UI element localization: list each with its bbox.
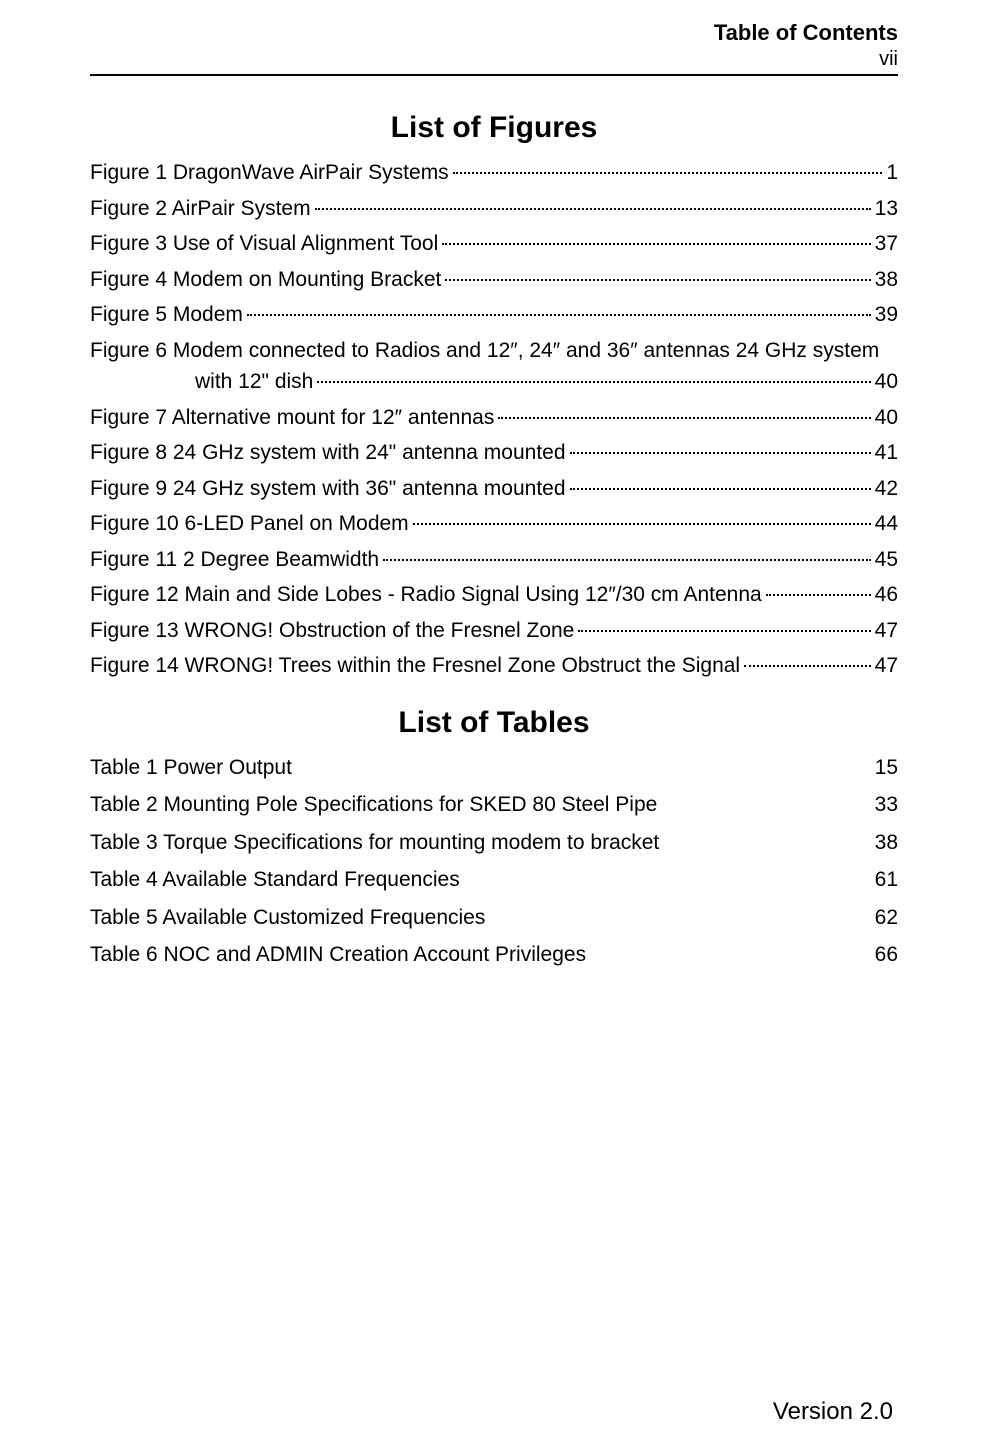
figure-page: 47: [875, 650, 898, 682]
figure-page: 40: [875, 402, 898, 434]
figure-page: 46: [875, 579, 898, 611]
table-label: Table 2 Mounting Pole Specifications for…: [90, 789, 657, 821]
figure-label: Figure 5 Modem: [90, 299, 243, 331]
figure-label: Figure 2 AirPair System: [90, 193, 311, 225]
figure-page: 42: [875, 473, 898, 505]
figure-page: 39: [875, 299, 898, 331]
figure-label: Figure 10 6-LED Panel on Modem: [90, 508, 409, 540]
table-label: Table 1 Power Output: [90, 752, 292, 784]
leader-dots: [317, 381, 870, 383]
table-label: Table 5 Available Customized Frequencies: [90, 902, 485, 934]
table-entry: Table 5 Available Customized Frequencies…: [90, 902, 898, 934]
figure-entry: Figure 4 Modem on Mounting Bracket 38: [90, 264, 898, 296]
figure-entry: Figure 5 Modem 39: [90, 299, 898, 331]
figure-page: 47: [875, 615, 898, 647]
figure-entry: Figure 12 Main and Side Lobes - Radio Si…: [90, 579, 898, 611]
figure-label: Figure 8 24 GHz system with 24" antenna …: [90, 437, 566, 469]
version-label: Version 2.0: [773, 1398, 893, 1426]
figure-page: 41: [875, 437, 898, 469]
figure-entry: Figure 8 24 GHz system with 24" antenna …: [90, 437, 898, 469]
leader-dots: [766, 594, 871, 596]
header-page-number: vii: [90, 48, 898, 71]
figure-entry: Figure 3 Use of Visual Alignment Tool 37: [90, 228, 898, 260]
figure-label: Figure 7 Alternative mount for 12″ anten…: [90, 402, 494, 434]
leader-dots: [413, 523, 871, 525]
figure-page: 38: [875, 264, 898, 296]
table-page: 38: [875, 827, 898, 859]
figure-entry: Figure 14 WRONG! Trees within the Fresne…: [90, 650, 898, 682]
table-page: 62: [875, 902, 898, 934]
figure-entry: Figure 6 Modem connected to Radios and 1…: [90, 335, 898, 398]
figure-entry: Figure 11 2 Degree Beamwidth 45: [90, 544, 898, 576]
leader-dots: [453, 172, 883, 174]
leader-dots: [383, 559, 871, 561]
figure-page: 45: [875, 544, 898, 576]
figure-page: 13: [875, 193, 898, 225]
figures-title: List of Figures: [90, 111, 898, 145]
figure-label: Figure 11 2 Degree Beamwidth: [90, 544, 379, 576]
leader-dots: [247, 314, 871, 316]
figure-entry: Figure 1 DragonWave AirPair Systems 1: [90, 157, 898, 189]
table-page: 15: [875, 752, 898, 784]
figure-label: Figure 6 Modem connected to Radios and 1…: [90, 335, 898, 367]
table-label: Table 6 NOC and ADMIN Creation Account P…: [90, 939, 586, 971]
figure-label: Figure 14 WRONG! Trees within the Fresne…: [90, 650, 740, 682]
figure-label: Figure 3 Use of Visual Alignment Tool: [90, 228, 438, 260]
table-label: Table 4 Available Standard Frequencies: [90, 864, 460, 896]
figure-entry: Figure 10 6-LED Panel on Modem 44: [90, 508, 898, 540]
leader-dots: [570, 452, 871, 454]
page-header: Table of Contents vii: [90, 20, 898, 76]
header-title: Table of Contents: [90, 20, 898, 46]
table-page: 66: [875, 939, 898, 971]
table-entry: Table 1 Power Output 15: [90, 752, 898, 784]
leader-dots: [442, 243, 870, 245]
figure-label: Figure 4 Modem on Mounting Bracket: [90, 264, 441, 296]
leader-dots: [570, 488, 871, 490]
figure-entry: Figure 2 AirPair System 13: [90, 193, 898, 225]
figure-page: 37: [875, 228, 898, 260]
leader-dots: [445, 279, 870, 281]
leader-dots: [578, 630, 870, 632]
figure-entry: Figure 7 Alternative mount for 12″ anten…: [90, 402, 898, 434]
figure-page: 40: [875, 366, 898, 398]
table-entry: Table 3 Torque Specifications for mounti…: [90, 827, 898, 859]
figure-label: Figure 1 DragonWave AirPair Systems: [90, 157, 449, 189]
leader-dots: [315, 208, 871, 210]
tables-list: Table 1 Power Output 15 Table 2 Mounting P…: [90, 752, 898, 971]
figure-entry: Figure 13 WRONG! Obstruction of the Fres…: [90, 615, 898, 647]
tables-title: List of Tables: [90, 706, 898, 740]
figure-label-cont: with 12" dish: [195, 366, 313, 398]
figure-label: Figure 9 24 GHz system with 36" antenna …: [90, 473, 566, 505]
figure-page: 1: [886, 157, 898, 189]
table-entry: Table 2 Mounting Pole Specifications for…: [90, 789, 898, 821]
figures-list: Figure 1 DragonWave AirPair Systems1Figu…: [90, 157, 898, 682]
table-page: 61: [875, 864, 898, 896]
figure-label: Figure 13 WRONG! Obstruction of the Fres…: [90, 615, 574, 647]
figure-page: 44: [875, 508, 898, 540]
leader-dots: [498, 417, 870, 419]
table-page: 33: [875, 789, 898, 821]
figure-label: Figure 12 Main and Side Lobes - Radio Si…: [90, 579, 762, 611]
figure-entry: Figure 9 24 GHz system with 36" antenna …: [90, 473, 898, 505]
leader-dots: [744, 665, 871, 667]
table-label: Table 3 Torque Specifications for mounti…: [90, 827, 659, 859]
table-entry: Table 4 Available Standard Frequencies 61: [90, 864, 898, 896]
table-entry: Table 6 NOC and ADMIN Creation Account P…: [90, 939, 898, 971]
